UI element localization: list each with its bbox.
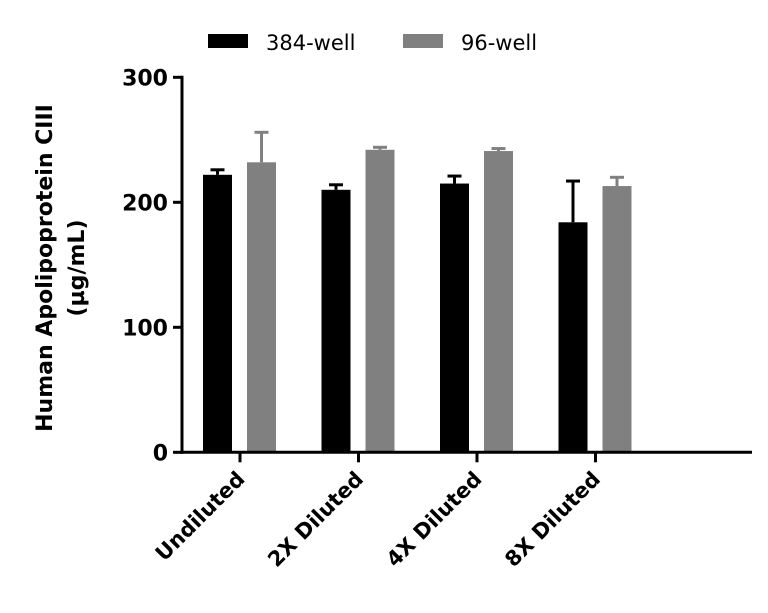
y-tick-label: 200 — [122, 191, 168, 216]
x-tick-label: 2X Diluted — [263, 467, 368, 572]
legend-swatch — [403, 34, 443, 48]
bar — [203, 174, 232, 453]
y-axis-label-line1: Human Apolipoprotein CIII — [33, 104, 58, 432]
bar — [440, 183, 469, 453]
legend-label: 96-well — [461, 31, 537, 55]
x-tick-label: 8X Diluted — [500, 467, 605, 572]
y-axis-label-line2: (µg/mL) — [65, 219, 90, 316]
x-tick-label: Undiluted — [151, 467, 250, 566]
bars — [203, 130, 632, 453]
bar — [558, 222, 588, 453]
bar — [484, 151, 513, 453]
y-tick-label: 300 — [122, 66, 168, 91]
bar — [365, 149, 395, 453]
bar — [247, 162, 276, 453]
y-tick-label: 100 — [122, 316, 168, 341]
legend-swatch — [208, 34, 248, 48]
y-tick-label: 0 — [153, 441, 168, 466]
legend: 384-well 96-well — [208, 31, 537, 55]
bar — [602, 186, 632, 453]
legend-label: 384-well — [266, 31, 355, 55]
bar — [321, 189, 351, 453]
x-tick-label: 4X Diluted — [382, 467, 487, 572]
